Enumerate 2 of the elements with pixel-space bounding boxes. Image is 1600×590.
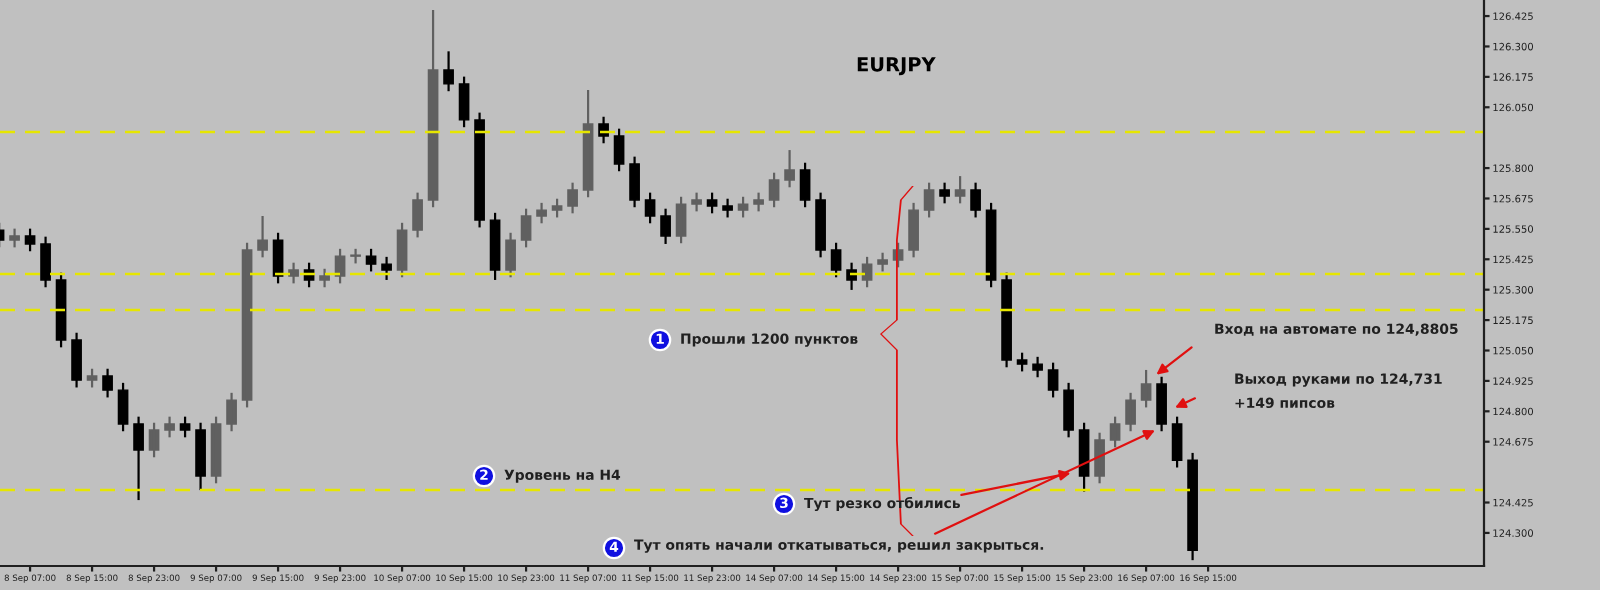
- text: EURJPY: [857, 57, 936, 76]
- candlestick: [350, 247, 361, 265]
